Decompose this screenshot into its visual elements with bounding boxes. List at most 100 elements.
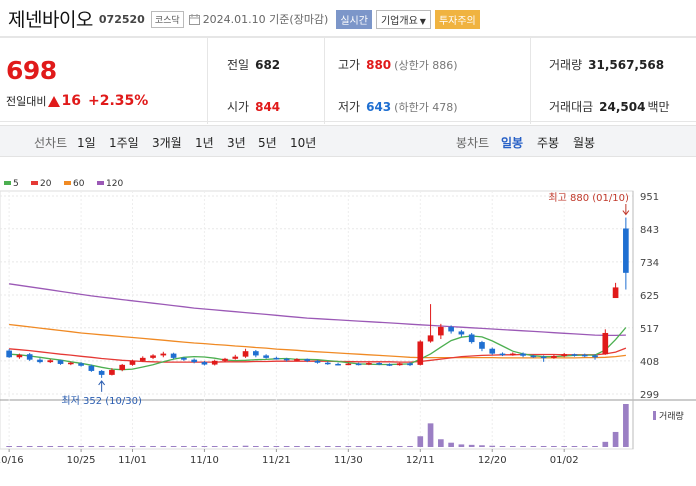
y-tick-label: 517 bbox=[640, 324, 659, 335]
trade-value-label: 거래대금 bbox=[549, 100, 594, 114]
tab-range-1y[interactable]: 1년 bbox=[195, 136, 214, 150]
high-label: 고가 bbox=[338, 58, 361, 72]
volume-bar bbox=[109, 446, 115, 447]
volume-bar bbox=[201, 446, 208, 447]
legend-label-5: 5 bbox=[13, 179, 19, 189]
candle-body bbox=[253, 351, 259, 356]
volume-bar bbox=[253, 446, 259, 447]
candle-body bbox=[273, 357, 280, 360]
legend-label-120: 120 bbox=[106, 179, 123, 189]
volume-label: 거래량 bbox=[549, 58, 583, 72]
volume-bar bbox=[458, 444, 465, 447]
volume-bar bbox=[448, 442, 454, 447]
candle-body bbox=[222, 358, 228, 361]
volume-bar bbox=[499, 446, 506, 447]
legend-label-20: 20 bbox=[40, 179, 52, 189]
volume-bar bbox=[438, 439, 444, 447]
tab-line-chart[interactable]: 선차트 bbox=[34, 136, 68, 150]
max-price-annotation: 최고 880 (01/10) bbox=[548, 192, 629, 204]
max-arrow-icon bbox=[622, 204, 630, 216]
volume-bar bbox=[294, 446, 300, 447]
tab-range-3m[interactable]: 3개월 bbox=[152, 136, 182, 150]
tab-range-1w[interactable]: 1주일 bbox=[109, 136, 139, 150]
volume-bar bbox=[191, 446, 197, 447]
volume-bar bbox=[407, 446, 413, 447]
candle-body bbox=[78, 363, 84, 366]
volume-bar bbox=[489, 445, 496, 447]
candle-body bbox=[448, 326, 454, 332]
prev-close-value: 682 bbox=[255, 58, 281, 72]
y-tick-label: 734 bbox=[640, 258, 659, 269]
company-overview-button[interactable]: 기업개요 ▼ bbox=[375, 9, 431, 29]
trade-value-stat: 거래대금 24,504 백만 bbox=[549, 98, 670, 115]
candle-body bbox=[499, 353, 506, 356]
candle-body bbox=[88, 365, 95, 371]
candle-body bbox=[366, 363, 372, 365]
volume-bar bbox=[16, 446, 23, 447]
candle-body bbox=[438, 326, 444, 336]
volume-bar bbox=[602, 441, 609, 447]
candle-body bbox=[150, 355, 156, 358]
volume-bar bbox=[427, 423, 434, 447]
candle-body bbox=[417, 341, 424, 365]
volume-bar bbox=[417, 436, 424, 447]
candle-body bbox=[242, 351, 249, 357]
company-overview-label: 기업개요 bbox=[380, 15, 418, 27]
candle-body bbox=[26, 354, 33, 360]
tab-range-5y[interactable]: 5년 bbox=[258, 136, 277, 150]
tab-period-monthly[interactable]: 월봉 bbox=[573, 136, 596, 150]
x-tick-label: 10/25 bbox=[67, 455, 96, 466]
price-change: 전일대비 16 +2.35% bbox=[6, 93, 148, 109]
current-price: 698 bbox=[6, 56, 57, 85]
tab-range-3y[interactable]: 3년 bbox=[227, 136, 246, 150]
realtime-button[interactable]: 실시간 bbox=[336, 9, 372, 29]
volume-bar bbox=[376, 446, 382, 447]
investment-warning-badge: 투자주의 bbox=[434, 9, 480, 29]
x-tick-label: 11/10 bbox=[190, 455, 219, 466]
volume-bar bbox=[345, 446, 352, 447]
candle-body bbox=[335, 363, 341, 366]
candle-body bbox=[170, 353, 177, 358]
candle-body bbox=[581, 354, 588, 357]
tab-period-daily[interactable]: 일봉 bbox=[501, 136, 524, 150]
trade-value: 24,504 bbox=[599, 100, 646, 114]
change-percent: +2.35% bbox=[87, 93, 149, 109]
x-tick-label: 01/02 bbox=[550, 455, 579, 466]
divider bbox=[324, 38, 325, 124]
volume-bar bbox=[324, 446, 331, 447]
volume-bar bbox=[530, 446, 537, 447]
candle-body bbox=[191, 359, 197, 363]
tab-range-10y[interactable]: 10년 bbox=[290, 136, 317, 150]
volume-bar bbox=[468, 444, 475, 447]
candle-body bbox=[561, 354, 568, 357]
x-tick-label: 11/30 bbox=[334, 455, 363, 466]
volume-bar bbox=[98, 446, 105, 447]
volume-bar bbox=[273, 446, 280, 447]
candle-body bbox=[129, 360, 136, 365]
tab-candle-chart[interactable]: 봉차트 bbox=[456, 136, 490, 150]
volume-bar bbox=[242, 445, 249, 447]
volume-bar bbox=[623, 404, 629, 447]
candle-body bbox=[345, 363, 352, 366]
y-tick-label: 408 bbox=[640, 357, 659, 368]
volume-bar bbox=[592, 446, 598, 447]
legend-label-60: 60 bbox=[73, 179, 85, 189]
candlestick-chart[interactable]: 5 20 60 120 최고 880 (01/10) 최저 352 (10/30) 거래… bbox=[0, 172, 696, 486]
volume-bar bbox=[139, 446, 146, 447]
candle-body bbox=[386, 364, 393, 366]
trade-value-unit: 백만 bbox=[647, 100, 670, 114]
candle-body bbox=[67, 362, 74, 365]
candle-body bbox=[283, 358, 290, 361]
volume-bar bbox=[612, 431, 619, 447]
volume-legend-label: 거래량 bbox=[659, 410, 684, 422]
volume-bar bbox=[366, 446, 372, 447]
x-tick-label: 12/11 bbox=[406, 455, 435, 466]
candle-body bbox=[181, 357, 187, 360]
prev-close-stat: 전일 682 bbox=[227, 56, 280, 73]
candle-body bbox=[376, 363, 382, 365]
tab-period-weekly[interactable]: 주봉 bbox=[537, 136, 560, 150]
tab-range-1d[interactable]: 1일 bbox=[77, 136, 96, 150]
candle-body bbox=[37, 359, 43, 363]
up-triangle-icon bbox=[48, 95, 61, 107]
divider bbox=[530, 38, 531, 124]
